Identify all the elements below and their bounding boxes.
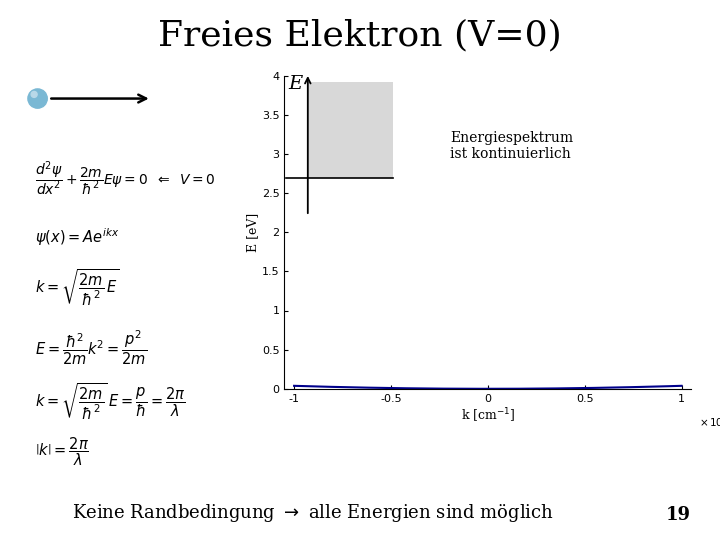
Text: $\times\,10^{7}$: $\times\,10^{7}$ <box>699 415 720 429</box>
Text: 19: 19 <box>666 506 691 524</box>
Text: Freies Elektron (V=0): Freies Elektron (V=0) <box>158 19 562 53</box>
Text: $\dfrac{d^2\psi}{dx^2}+\dfrac{2m}{\hbar^2}E\psi=0\;\;\Leftarrow\;\; V=0$: $\dfrac{d^2\psi}{dx^2}+\dfrac{2m}{\hbar^… <box>35 160 215 199</box>
Circle shape <box>31 91 37 97</box>
Text: $\psi(x)= Ae^{ikx}$: $\psi(x)= Ae^{ikx}$ <box>35 226 120 248</box>
Text: E: E <box>289 75 302 92</box>
Text: $k=\sqrt{\dfrac{2m}{\hbar^2}}\,E=\dfrac{p}{\hbar}=\dfrac{2\pi}{\lambda}$: $k=\sqrt{\dfrac{2m}{\hbar^2}}\,E=\dfrac{… <box>35 382 186 422</box>
Bar <box>308 82 394 178</box>
Text: Keine Randbedingung $\rightarrow$ alle Energien sind möglich: Keine Randbedingung $\rightarrow$ alle E… <box>72 502 554 524</box>
Text: $E=\dfrac{\hbar^2}{2m}k^2=\dfrac{p^2}{2m}$: $E=\dfrac{\hbar^2}{2m}k^2=\dfrac{p^2}{2m… <box>35 328 148 367</box>
Text: $k=\sqrt{\dfrac{2m}{\hbar^2}\,E}$: $k=\sqrt{\dfrac{2m}{\hbar^2}\,E}$ <box>35 268 120 308</box>
Text: Energiespektrum
ist kontinuierlich: Energiespektrum ist kontinuierlich <box>450 131 573 161</box>
X-axis label: k [cm$^{-1}$]: k [cm$^{-1}$] <box>461 407 515 425</box>
Y-axis label: E [eV]: E [eV] <box>246 213 259 252</box>
Circle shape <box>28 89 48 108</box>
Text: $\left|k\right|=\dfrac{2\pi}{\lambda}$: $\left|k\right|=\dfrac{2\pi}{\lambda}$ <box>35 435 89 468</box>
